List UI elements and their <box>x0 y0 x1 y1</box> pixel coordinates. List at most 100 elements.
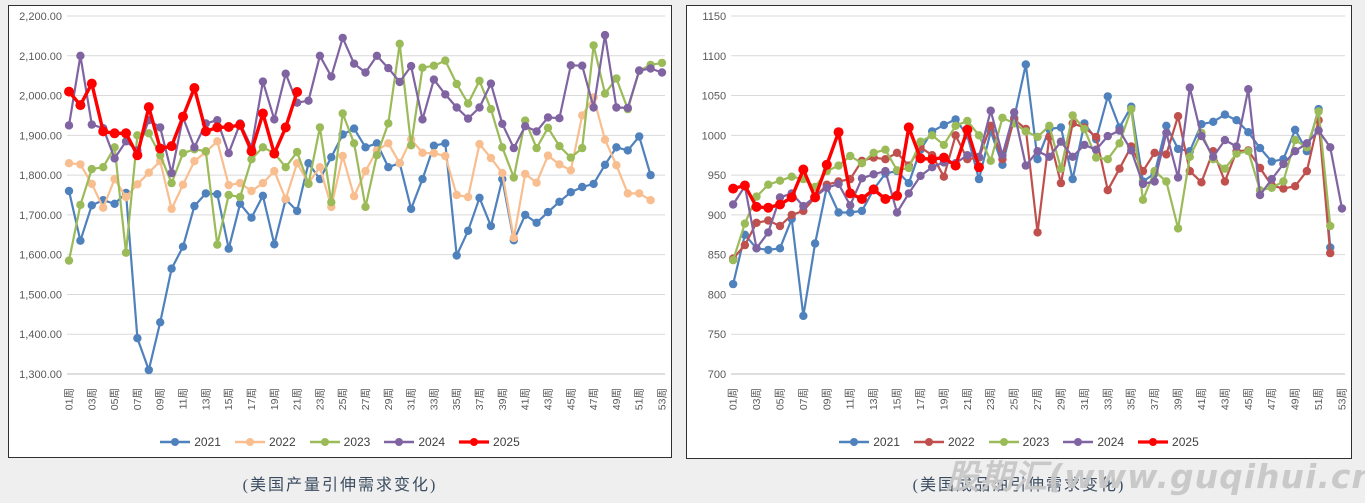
series-2025 <box>728 122 984 213</box>
data-point-2023 <box>463 99 473 108</box>
legend-label-2022: 2022 <box>947 435 975 449</box>
data-point-2022 <box>258 178 268 188</box>
data-point-2021 <box>178 242 188 251</box>
data-point-2024 <box>998 151 1007 160</box>
gridlines: 1,300.00 1,400.00 1,500.00 1,600.00 1,700.00… <box>19 11 665 381</box>
data-point-2025 <box>739 180 750 191</box>
data-point-2021 <box>728 279 738 289</box>
data-point-2024 <box>1337 204 1347 213</box>
data-point-2024 <box>338 33 347 43</box>
y-tick-label: 1,700.00 <box>19 210 62 222</box>
legend-marker-2022 <box>913 438 944 446</box>
data-point-2024 <box>578 61 587 70</box>
legend-item-2022: 2022 <box>913 435 975 449</box>
data-point-2024 <box>845 201 855 210</box>
data-point-2025 <box>927 154 938 165</box>
data-point-2021 <box>1255 143 1265 153</box>
data-point-2024 <box>589 103 598 112</box>
data-point-2023 <box>441 56 450 65</box>
data-point-2022 <box>892 148 902 157</box>
data-point-2022 <box>190 157 199 166</box>
y-tick-label: 1150 <box>702 11 726 23</box>
data-point-2025 <box>915 153 926 164</box>
data-point-2023 <box>167 178 176 188</box>
x-tick-label: 53周 <box>657 388 669 410</box>
legend-label-2021: 2021 <box>873 435 900 449</box>
data-point-2022 <box>395 159 404 168</box>
y-tick-label: 1,800.00 <box>19 170 62 182</box>
x-tick-label: 45周 <box>565 388 577 410</box>
refined-oil-chart-canvas: 700 750 800 850 900 950 1000 1050 1100 1150 01周 03周… <box>702 11 1349 410</box>
data-point-2022 <box>133 180 142 189</box>
legend-dot <box>395 438 404 446</box>
data-point-2022 <box>1326 248 1335 258</box>
data-point-2023 <box>144 129 153 138</box>
data-point-2024 <box>892 208 902 217</box>
y-tick-label: 800 <box>708 289 726 301</box>
data-point-2024 <box>657 68 667 77</box>
x-tick-label: 17周 <box>246 388 258 410</box>
data-point-2022 <box>463 192 473 202</box>
data-point-2023 <box>361 202 370 212</box>
data-point-2021 <box>463 226 473 235</box>
data-point-2022 <box>475 139 484 149</box>
data-point-2024 <box>1279 159 1288 169</box>
data-point-2022 <box>775 221 785 231</box>
data-point-2021 <box>834 208 843 217</box>
data-point-2023 <box>235 192 245 202</box>
data-point-2021 <box>623 146 632 155</box>
data-point-2025 <box>292 87 303 97</box>
data-point-2021 <box>384 163 393 172</box>
data-point-2023 <box>845 151 855 161</box>
data-point-2021 <box>543 207 553 217</box>
legend-label-2021: 2021 <box>194 435 221 449</box>
data-point-2025 <box>246 146 257 157</box>
y-tick-label: 2,000.00 <box>19 91 62 103</box>
data-point-2024 <box>441 90 450 99</box>
legend-item-2024: 2024 <box>1063 435 1124 449</box>
y-tick-label: 750 <box>708 329 726 341</box>
x-tick-label: 23周 <box>985 388 997 410</box>
data-point-2021 <box>974 174 984 184</box>
data-point-2021 <box>64 186 74 196</box>
data-point-2023 <box>1033 132 1042 142</box>
data-point-2025 <box>833 127 844 138</box>
data-point-2021 <box>764 245 773 255</box>
data-point-2024 <box>555 114 564 123</box>
legend-dot <box>470 438 479 446</box>
data-point-2021 <box>327 153 336 162</box>
data-point-2024 <box>1244 85 1253 94</box>
x-tick-label: 09周 <box>155 388 167 410</box>
data-point-2025 <box>257 108 268 119</box>
data-point-2024 <box>418 115 427 124</box>
data-point-2024 <box>1326 143 1335 152</box>
data-point-2025 <box>810 192 821 203</box>
gridlines: 700 750 800 850 900 950 1000 1050 1100 1150 <box>702 11 1345 381</box>
y-tick-label: 1100 <box>702 51 726 63</box>
data-point-2021 <box>292 206 302 216</box>
data-point-2023 <box>121 248 131 257</box>
data-point-2023 <box>904 163 913 173</box>
data-point-2024 <box>509 143 518 153</box>
data-point-2021 <box>1068 174 1077 184</box>
data-point-2022 <box>1033 228 1042 237</box>
x-tick-label: 37周 <box>1149 388 1161 410</box>
series-line-2023 <box>732 107 1332 261</box>
data-point-2022 <box>1279 184 1288 193</box>
data-point-2024 <box>87 120 97 129</box>
data-point-2024 <box>1045 152 1054 161</box>
legend-dot <box>1074 438 1083 446</box>
data-point-2023 <box>1068 111 1077 120</box>
data-point-2021 <box>1290 125 1300 134</box>
legend-dot <box>924 438 933 446</box>
data-point-2023 <box>1021 127 1031 136</box>
data-point-2023 <box>1045 121 1054 130</box>
data-point-2022 <box>247 186 256 196</box>
x-tick-label: 35周 <box>1126 388 1138 410</box>
data-point-2021 <box>612 143 621 152</box>
data-point-2023 <box>224 190 233 200</box>
data-point-2022 <box>213 137 222 146</box>
data-point-2022 <box>986 121 995 130</box>
legend-label-2023: 2023 <box>343 435 371 449</box>
data-point-2021 <box>589 179 598 189</box>
